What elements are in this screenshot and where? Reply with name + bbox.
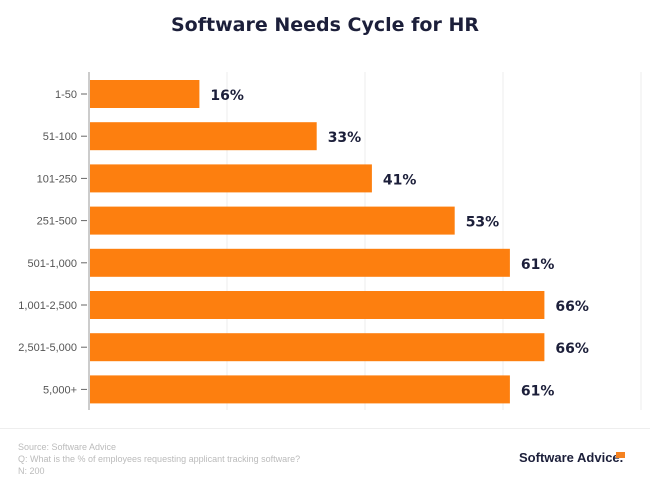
value-label: 53% [466, 215, 500, 231]
bar [90, 291, 545, 319]
source-text: Source: Software Advice [18, 442, 117, 452]
category-label: 5,000+ [43, 384, 77, 396]
software-advice-logo: Software Advice. [519, 450, 624, 465]
logo-speech-bubble-icon [616, 452, 625, 458]
category-label: 101-250 [37, 173, 77, 185]
chart-title: Software Needs Cycle for HR [171, 14, 479, 36]
category-label: 1-50 [55, 89, 77, 101]
bar [90, 164, 372, 193]
bar-chart: 1-50 16% 51-100 33% 101-250 41% 251-500 53% 501-… [18, 72, 642, 410]
category-label: 251-500 [37, 216, 77, 228]
value-label: 16% [210, 88, 244, 104]
category-label: 501-1,000 [27, 258, 77, 270]
bar [90, 122, 317, 151]
divider [0, 428, 650, 429]
question-text: Q: What is the % of employees requesting… [18, 454, 301, 464]
value-label: 33% [328, 130, 362, 146]
bar [90, 333, 545, 362]
sample-size-text: N: 200 [18, 466, 45, 476]
bar [90, 80, 200, 108]
value-label: 61% [521, 383, 555, 399]
value-label: 66% [555, 341, 589, 357]
bar [90, 375, 510, 404]
category-label: 51-100 [43, 131, 77, 143]
bar [90, 206, 455, 235]
value-label: 41% [383, 172, 417, 188]
category-label: 2,501-5,000 [18, 342, 77, 354]
category-label: 1,001-2,500 [18, 300, 77, 312]
value-label: 66% [555, 299, 589, 315]
bar [90, 248, 510, 277]
value-label: 61% [521, 257, 555, 273]
